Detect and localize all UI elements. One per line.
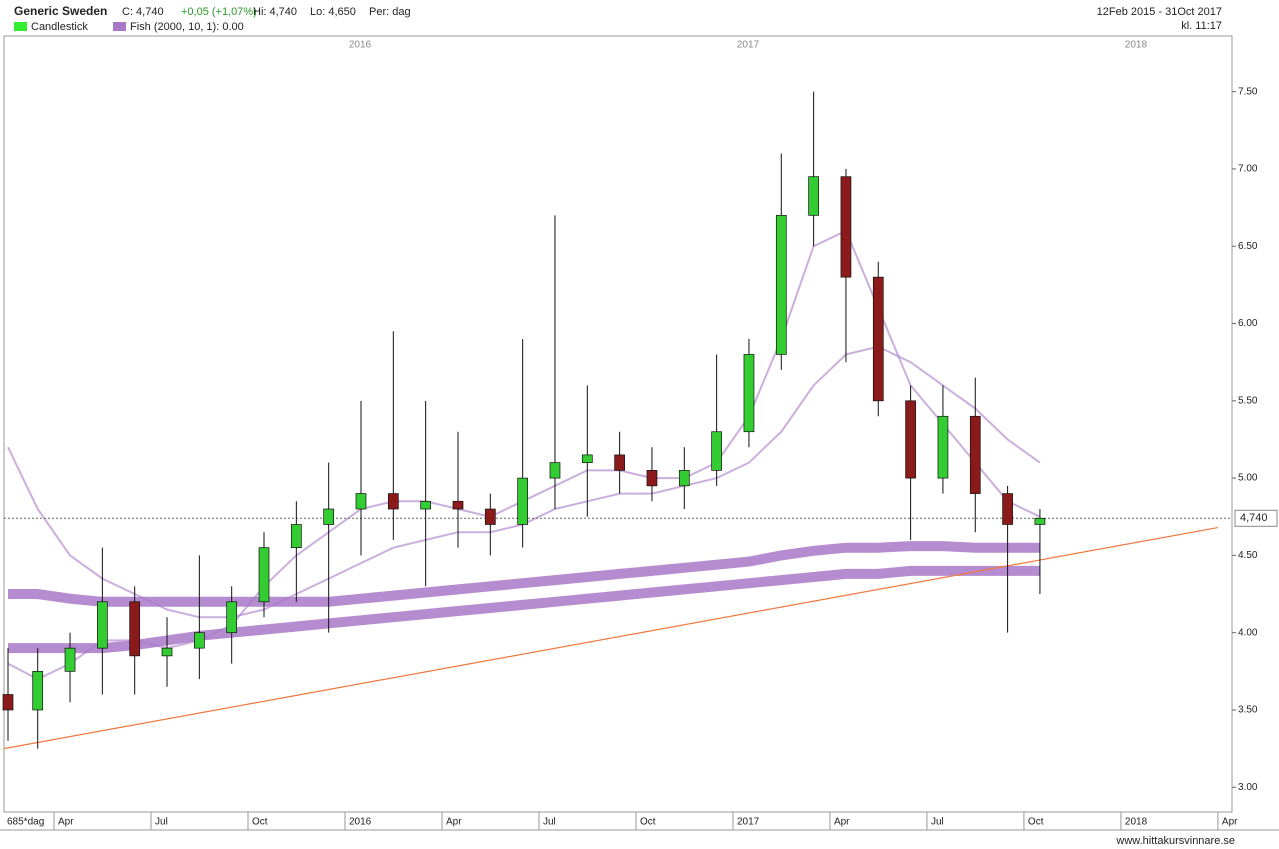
legend-fish[interactable]: Fish (2000, 10, 1): 0.00	[130, 21, 244, 33]
y-tick-label: 5.00	[1238, 473, 1258, 484]
close: C: 4,740	[122, 6, 164, 18]
fish-line	[8, 565, 1040, 654]
year-label: 2018	[1125, 40, 1148, 51]
trendline	[3, 526, 1219, 750]
x-tick-label: Apr	[834, 817, 850, 828]
date-range: 12Feb 2015 - 31Oct 2017	[1097, 6, 1222, 18]
candle-body	[323, 508, 335, 525]
candle-body	[808, 176, 819, 216]
legend-candles[interactable]: Candlestick	[31, 21, 88, 33]
candle-body	[387, 493, 399, 510]
y-tick-label: 6.50	[1238, 241, 1258, 252]
x-tick-label: 2017	[737, 817, 760, 828]
legend-swatch	[113, 22, 126, 31]
time: kl. 11:17	[1181, 20, 1222, 32]
candle-body	[64, 647, 76, 672]
x-tick-label: Apr	[1222, 817, 1238, 828]
candle-body	[226, 601, 238, 634]
legend-swatch	[14, 22, 27, 31]
candle-body	[484, 508, 496, 525]
x-tick-label: Jul	[931, 817, 944, 828]
y-tick-label: 7.00	[1238, 164, 1258, 175]
x-tick-label: 2016	[349, 817, 372, 828]
candle-body	[32, 670, 44, 711]
low: Lo: 4,650	[310, 6, 356, 18]
plot-frame	[3, 35, 1233, 813]
candle-body	[194, 632, 205, 649]
x-tick-label: Oct	[252, 817, 268, 828]
candle-body	[1002, 493, 1013, 525]
y-tick-label: 5.50	[1238, 395, 1258, 406]
fish-line	[8, 541, 1040, 607]
candle-body	[452, 500, 464, 510]
candle-body	[129, 601, 141, 657]
year-label: 2017	[737, 40, 760, 51]
y-tick-label: 4.00	[1238, 627, 1258, 638]
y-tick-label: 6.00	[1238, 318, 1258, 329]
candle-body	[1034, 517, 1046, 525]
candle-body	[355, 493, 367, 510]
last-price-label: 4,740	[1240, 512, 1268, 524]
candle-body	[161, 647, 173, 657]
y-tick-label: 4.50	[1238, 550, 1258, 561]
x-tick-label: Apr	[446, 817, 462, 828]
x-tick-label: Jul	[543, 817, 556, 828]
y-tick-label: 3.50	[1238, 705, 1258, 716]
candle-body	[840, 176, 852, 278]
x-tick-label: 2018	[1125, 817, 1148, 828]
candle-body	[97, 601, 108, 649]
x-tick-label: Oct	[640, 817, 656, 828]
footer: www.hittakursvinnare.se	[1115, 835, 1235, 847]
candle-body	[290, 524, 302, 549]
candle-body	[258, 547, 270, 603]
candle-body	[775, 214, 787, 355]
candle-body	[969, 415, 981, 494]
candle-body	[2, 694, 14, 711]
x-tick-label: Jul	[155, 817, 168, 828]
candle-body	[678, 470, 690, 487]
high: Hi: 4,740	[253, 6, 297, 18]
candle-body	[549, 462, 561, 479]
candle-body	[420, 500, 432, 510]
x-tick-label: Oct	[1028, 817, 1044, 828]
candle-body	[937, 415, 949, 479]
candle-body	[646, 470, 658, 487]
y-tick-label: 3.00	[1238, 782, 1258, 793]
y-tick-label: 7.50	[1238, 86, 1258, 97]
candle-body	[614, 454, 625, 471]
candle-body	[743, 354, 755, 433]
candle-body	[711, 431, 722, 471]
year-label: 2016	[349, 40, 372, 51]
candle-body	[872, 276, 884, 402]
x-tick-label: Apr	[58, 817, 74, 828]
period-label: 685*dag	[7, 817, 44, 828]
candle-body	[517, 477, 529, 525]
candle-body	[905, 400, 916, 479]
title: Generic Sweden	[14, 4, 107, 18]
last-price-box	[1234, 509, 1278, 527]
change: +0,05 (+1,07%)	[181, 6, 257, 18]
candle-body	[581, 454, 593, 463]
period: Per: dag	[369, 6, 411, 18]
